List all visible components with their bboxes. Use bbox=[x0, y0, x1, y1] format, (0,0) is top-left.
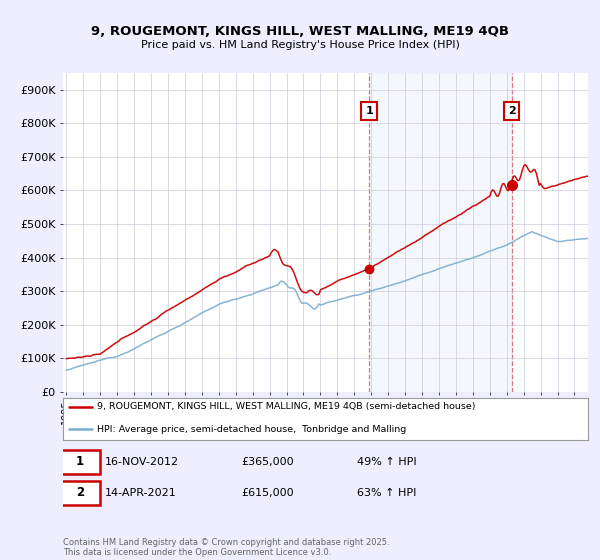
Text: 2: 2 bbox=[76, 486, 84, 500]
Text: 16-NOV-2012: 16-NOV-2012 bbox=[105, 457, 179, 467]
Text: Contains HM Land Registry data © Crown copyright and database right 2025.
This d: Contains HM Land Registry data © Crown c… bbox=[63, 538, 389, 557]
Text: 63% ↑ HPI: 63% ↑ HPI bbox=[357, 488, 416, 498]
FancyBboxPatch shape bbox=[61, 450, 100, 474]
Text: 1: 1 bbox=[365, 106, 373, 116]
Text: 9, ROUGEMONT, KINGS HILL, WEST MALLING, ME19 4QB: 9, ROUGEMONT, KINGS HILL, WEST MALLING, … bbox=[91, 25, 509, 38]
Text: 9, ROUGEMONT, KINGS HILL, WEST MALLING, ME19 4QB (semi-detached house): 9, ROUGEMONT, KINGS HILL, WEST MALLING, … bbox=[97, 402, 476, 412]
Text: 14-APR-2021: 14-APR-2021 bbox=[105, 488, 177, 498]
Bar bbox=[369, 73, 512, 392]
Text: £365,000: £365,000 bbox=[241, 457, 294, 467]
Text: £615,000: £615,000 bbox=[241, 488, 294, 498]
Text: Price paid vs. HM Land Registry's House Price Index (HPI): Price paid vs. HM Land Registry's House … bbox=[140, 40, 460, 50]
Text: HPI: Average price, semi-detached house,  Tonbridge and Malling: HPI: Average price, semi-detached house,… bbox=[97, 424, 406, 433]
Text: 1: 1 bbox=[76, 455, 84, 469]
FancyBboxPatch shape bbox=[61, 480, 100, 505]
Text: 2: 2 bbox=[508, 106, 515, 116]
Text: 49% ↑ HPI: 49% ↑ HPI bbox=[357, 457, 416, 467]
